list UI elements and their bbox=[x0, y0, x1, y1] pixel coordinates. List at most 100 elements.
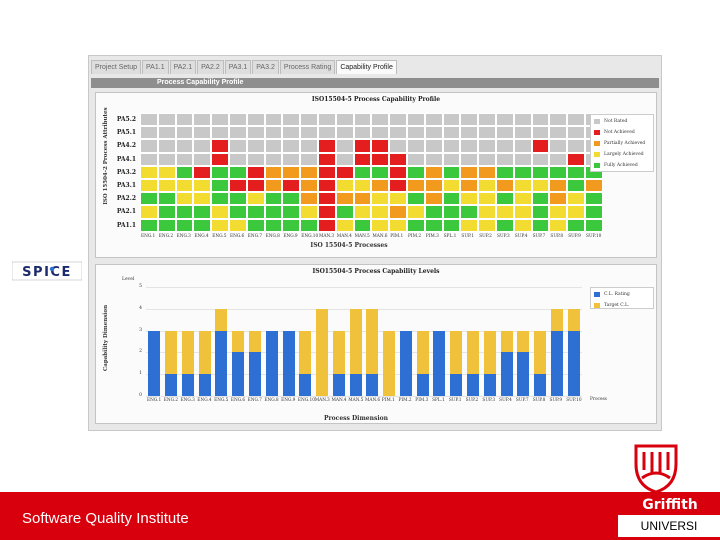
heatmap-cell bbox=[567, 165, 585, 179]
heatmap-cell bbox=[531, 152, 550, 166]
legend-swatch bbox=[594, 163, 600, 168]
heatmap-cell bbox=[246, 218, 265, 232]
tab-project-setup[interactable]: Project Setup bbox=[91, 60, 142, 74]
row-label: PA4.2 bbox=[116, 142, 136, 150]
rating-bar bbox=[215, 330, 228, 396]
heatmap-cell bbox=[424, 152, 443, 166]
heatmap-cell bbox=[157, 205, 176, 219]
heatmap-cell bbox=[442, 179, 461, 193]
heatmap-cell bbox=[531, 205, 550, 219]
tab-pa2-2[interactable]: PA2.2 bbox=[197, 60, 224, 74]
heatmap-cell bbox=[478, 113, 496, 127]
heatmap-cell bbox=[318, 139, 336, 153]
heatmap-cell bbox=[513, 218, 532, 232]
heatmap-cell bbox=[585, 179, 603, 193]
heatmap-cell bbox=[229, 218, 247, 232]
x-tick-label: ENG.9 bbox=[283, 233, 298, 239]
heatmap-cell bbox=[264, 192, 283, 206]
heatmap-cell bbox=[318, 192, 336, 206]
x-tick-label: ENG.10 bbox=[297, 398, 315, 403]
x-tick-label: ENG.6 bbox=[230, 233, 245, 239]
heatmap-cell bbox=[389, 139, 407, 153]
target-bar bbox=[383, 330, 396, 396]
rating-bar bbox=[567, 330, 580, 396]
row-label: PA5.2 bbox=[116, 116, 136, 123]
panel-title: Process Capability Profile bbox=[91, 78, 659, 88]
heatmap-cell bbox=[335, 192, 354, 206]
x-tick-label: PIM.3 bbox=[415, 398, 429, 403]
tab-pa3-2[interactable]: PA3.2 bbox=[252, 60, 279, 74]
heatmap-cell bbox=[496, 192, 514, 206]
y-tick-label: 1 bbox=[139, 371, 142, 377]
legend-label: Not Achieved bbox=[604, 130, 635, 135]
rating-bar bbox=[433, 330, 446, 396]
heatmap-cell bbox=[157, 152, 176, 166]
heatmap-cell bbox=[264, 113, 283, 127]
heatmap-cell bbox=[549, 126, 568, 140]
x-tick-label: SUP.9 bbox=[549, 398, 563, 403]
tab-pa1-1[interactable]: PA1.1 bbox=[142, 60, 169, 74]
heatmap-cell bbox=[140, 165, 158, 179]
heatmap-cell bbox=[282, 205, 301, 219]
heatmap-cell bbox=[246, 179, 265, 193]
heatmap-cell bbox=[282, 165, 301, 179]
heatmap-cell bbox=[246, 205, 265, 219]
tab-pa3-1[interactable]: PA3.1 bbox=[224, 60, 252, 74]
heatmap-cell bbox=[424, 205, 443, 219]
x-tick-label: MAN.3 bbox=[319, 233, 335, 239]
x-tick-label: ENG.9 bbox=[281, 398, 296, 403]
x-tick-label: MAN.5 bbox=[348, 398, 364, 403]
heatmap-cell bbox=[300, 126, 318, 140]
rating-bar bbox=[416, 374, 429, 396]
heatmap-cell bbox=[211, 218, 229, 232]
tab-process-rating[interactable]: Process Rating bbox=[279, 60, 336, 74]
heatmap-cell bbox=[407, 179, 425, 193]
heatmap-cell bbox=[424, 113, 443, 127]
heatmap-cell bbox=[531, 165, 550, 179]
heatmap-cell bbox=[318, 126, 336, 140]
x-tick-label: SUP.2 bbox=[479, 233, 492, 239]
heatmap-cell bbox=[318, 218, 336, 232]
heatmap-cell bbox=[229, 165, 247, 179]
heatmap-cell bbox=[531, 139, 550, 153]
x-tick-label: ENG.3 bbox=[180, 398, 195, 403]
x-tick-label: SUP.9 bbox=[568, 233, 581, 239]
heatmap-cell bbox=[460, 113, 479, 127]
profile-legend: Not Rated Not Achieved Partially Achieved L… bbox=[590, 114, 654, 172]
heatmap-cell bbox=[371, 126, 390, 140]
heatmap-cell bbox=[407, 205, 425, 219]
heatmap-cell bbox=[211, 179, 229, 193]
heatmap-cell bbox=[140, 139, 158, 153]
heatmap-cell bbox=[407, 126, 425, 140]
heatmap-cell bbox=[442, 113, 461, 127]
heatmap-cell bbox=[549, 179, 568, 193]
heatmap-cell bbox=[193, 179, 212, 193]
heatmap-cell bbox=[371, 192, 390, 206]
legend-swatch bbox=[594, 292, 600, 297]
heatmap-cell bbox=[229, 139, 247, 153]
heatmap-cell bbox=[585, 192, 603, 206]
heatmap-cell bbox=[264, 139, 283, 153]
tab-capability-profile[interactable]: Capability Profile bbox=[336, 60, 397, 74]
heatmap-cell bbox=[140, 218, 158, 232]
heatmap-cell bbox=[389, 113, 407, 127]
heatmap-cell bbox=[175, 152, 194, 166]
heatmap-cell bbox=[531, 192, 550, 206]
heatmap-cell bbox=[567, 126, 585, 140]
heatmap-cell bbox=[175, 192, 194, 206]
rating-bar bbox=[165, 374, 178, 396]
x-tick-label: PIM.1 bbox=[381, 398, 395, 403]
brand-subtitle: UNIVERSI bbox=[618, 515, 720, 537]
heatmap-cell bbox=[513, 205, 532, 219]
x-tick-label: ENG.7 bbox=[247, 398, 262, 403]
legend-swatch bbox=[594, 130, 600, 135]
heatmap-cell bbox=[353, 152, 372, 166]
legend-label: Not Rated bbox=[604, 119, 628, 124]
row-label: PA1.1 bbox=[116, 221, 136, 229]
tab-pa2-1[interactable]: PA2.1 bbox=[169, 60, 197, 74]
x-tick-label: SUP.7 bbox=[515, 398, 529, 403]
heatmap-cell bbox=[211, 165, 229, 179]
heatmap-cell bbox=[353, 218, 372, 232]
heatmap-cell bbox=[353, 113, 372, 127]
x-tick-label: SUP.4 bbox=[499, 398, 512, 403]
